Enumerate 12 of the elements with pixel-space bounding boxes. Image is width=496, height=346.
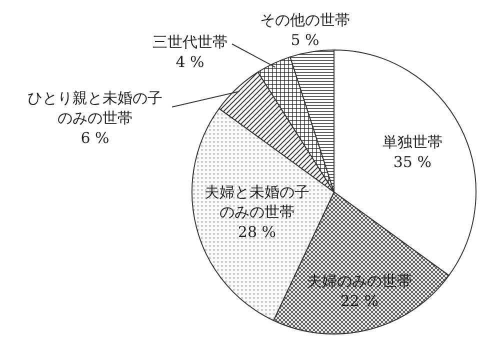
- slice-label: 単独世帯: [382, 132, 442, 152]
- data-label: 5 %: [290, 30, 320, 50]
- data-label: 28 %: [236, 222, 278, 242]
- data-label: 22 %: [339, 291, 380, 312]
- slice-label: その他の世帯: [260, 10, 350, 30]
- data-label: 4 %: [174, 52, 206, 72]
- slice-label: 夫婦のみの世帯: [306, 271, 412, 292]
- slice-label: 三世代世帯: [152, 32, 228, 52]
- slice-label: ひとり親と未婚の子のみの世帯: [26, 88, 164, 128]
- slice-label: 夫婦と未婚の子のみの世帯: [203, 182, 310, 222]
- data-label: 35 %: [392, 152, 432, 172]
- data-label: 6 %: [80, 128, 110, 148]
